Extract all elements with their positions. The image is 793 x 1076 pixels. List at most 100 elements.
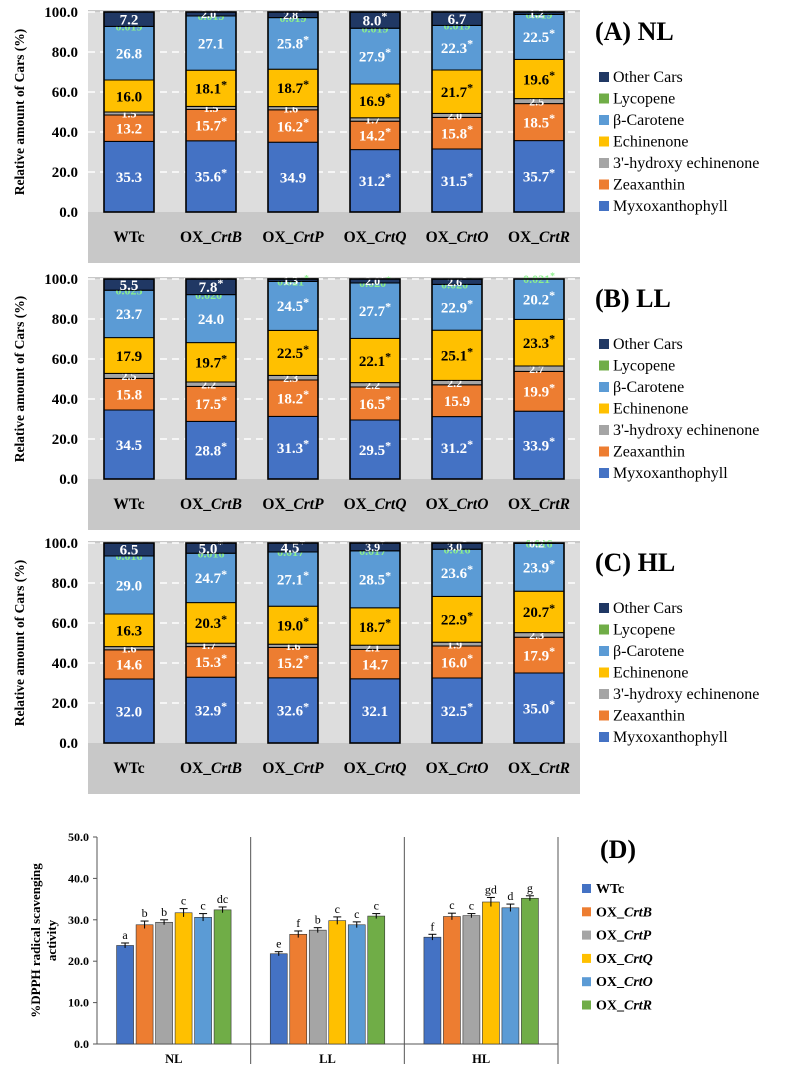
panel-a-bar-segment [349,120,401,151]
panel-c-ytick: 40.0 [52,656,78,672]
panel-b-bar-outline [103,278,155,480]
panel-b-bar-outline [349,278,401,480]
panel-a-data-label: 25.8* [277,32,309,52]
panel-c-data-label: 28.5* [359,568,391,588]
panel-b-data-label: 22.9* [441,296,473,316]
panel-b-legend-label: β-Carotene [613,379,684,396]
panel-c-category-label: OX_CrtO [426,760,489,777]
panel-c-legend-label: Other Cars [613,600,683,617]
panel-c-data-label: 32.9* [195,699,227,719]
panel-a-data-label: 16.9* [359,90,391,110]
panel-a-data-label: 18.1* [195,77,227,97]
panel-d-significance-letter: g [527,881,533,895]
panel-d-legend-swatch [582,1000,591,1010]
panel-c-data-label: 20.3* [195,612,227,632]
panel-b-data-label: 23.3* [523,332,555,352]
panel-c-legend-label: Zeaxanthin [613,708,685,725]
panel-c-legend-swatch [599,624,609,635]
panel-b-legend-swatch [599,382,609,392]
panel-b-data-label: 23.7 [116,307,143,323]
panel-c-data-label: 6.5 [120,543,139,559]
panel-b-data-label: 7.8* [199,276,224,296]
panel-c-data-label: 20.7* [523,601,555,621]
panel-b-ytick: 20.0 [52,432,78,448]
panel-a-legend-label: Echinenone [613,134,689,151]
panel-c-bar-segment [513,672,565,744]
panel-b-data-label: 28.8* [195,439,227,459]
panel-a-data-label: 18.7* [277,77,309,97]
panel-a-bar-segment [185,69,237,107]
panel-d-bar [443,916,461,1045]
panel-a-data-label: 19.6* [523,68,555,88]
panel-a-data-label: 22.3* [441,37,473,57]
panel-c-data-label: 23.9* [523,556,555,576]
panel-a-category-label: OX_CrtQ [344,229,407,246]
panel-c-ytick: 80.0 [52,576,78,592]
panel-a-data-label: 27.1 [198,36,224,52]
panel-b-bar-segment [103,337,155,374]
panel-b-bar-segment [349,419,401,480]
panel-b-legend-label: Zeaxanthin [613,444,685,461]
panel-a-category-label: OX_CrtB [180,229,242,246]
panel-b-ylabel: Relative amount of Cars (%) [12,296,27,462]
panel-b-title: (B) LL [595,284,671,313]
panel-c-data-label: 16.0* [441,651,473,671]
panel-d-legend-label: WTc [596,882,624,897]
panel-d-legend-label: OX_CrtB [596,905,652,920]
panel-c-data-label: 22.9* [441,608,473,628]
panel-b-data-label: 27.7* [359,300,391,320]
panel-d-legend-label: OX_CrtQ [596,952,653,967]
panel-b-category-label: OX_CrtO [426,496,489,513]
panel-b-legend-label: 3'-hydroxy echinenone [613,422,759,439]
panel-d-significance-letter: f [296,916,300,930]
panel-c-data-label: 5.0* [199,537,224,557]
panel-a-data-label: 15.7* [195,114,227,134]
panel-a-bar-segment [513,58,565,100]
panel-d-bar [423,936,442,1045]
panel-b-category-label: WTc [113,496,144,513]
panel-b-legend-label: Other Cars [613,336,683,353]
panel-d-significance-letter: c [449,898,454,912]
panel-c-data-label: 15.3* [195,651,227,671]
panel-b-bar-segment [103,289,155,339]
panel-b-bar-segment [103,377,155,411]
panel-c-data-label: 32.0 [116,704,142,720]
panel-c-data-label: 16.3 [116,624,142,640]
panel-c-legend-label: β-Carotene [613,643,684,660]
panel-b-bar-segment [185,420,237,480]
panel-d-bar [116,945,134,1045]
panel-c-plot-area [88,543,580,743]
panel-d-significance-letter: c [181,894,186,908]
panel-c-data-label: 19.0* [277,614,309,634]
panel-a-plot-area [88,12,580,212]
panel-d-significance-letter: e [276,937,281,951]
panel-b-data-label: 34.5 [116,438,142,454]
panel-a-bar-segment [103,25,155,81]
panel-b-data-label: 19.9* [523,380,555,400]
panel-b-bar-outline [431,278,483,480]
panel-d-bar [462,915,481,1045]
panel-c-bar-outline [185,542,237,744]
panel-b-data-label: 31.3* [277,437,309,457]
panel-b-data-label: 1.3* [283,272,303,287]
panel-d-bar [347,924,366,1045]
panel-a-legend-label: β-Carotene [613,112,684,129]
panel-b-data-label: 24.0 [198,312,224,328]
panel-c-data-label: 29.0 [116,578,142,594]
panel-d-ytick: 50.0 [68,830,89,844]
panel-d-significance-letter: c [354,907,359,921]
panel-b-data-label: 5.5 [120,278,139,294]
panel-c-ylabel: Relative amount of Cars (%) [12,560,27,726]
panel-c-legend-swatch [599,667,609,678]
panel-a-data-label: 27.9* [359,45,391,65]
panel-a-data-label: 31.5* [441,170,473,190]
panel-a-data-label: 26.8 [116,46,142,62]
panel-c-bar-segment [103,555,155,615]
panel-b-bar-segment [431,329,483,381]
panel-d-bar [213,909,232,1045]
panel-c-ytick: 0.0 [59,736,78,752]
panel-b-bar-segment [349,282,401,339]
panel-a-bar-segment [267,109,319,143]
panel-d-significance-letter: d [507,889,513,903]
panel-d-ytick: 30.0 [68,913,89,927]
